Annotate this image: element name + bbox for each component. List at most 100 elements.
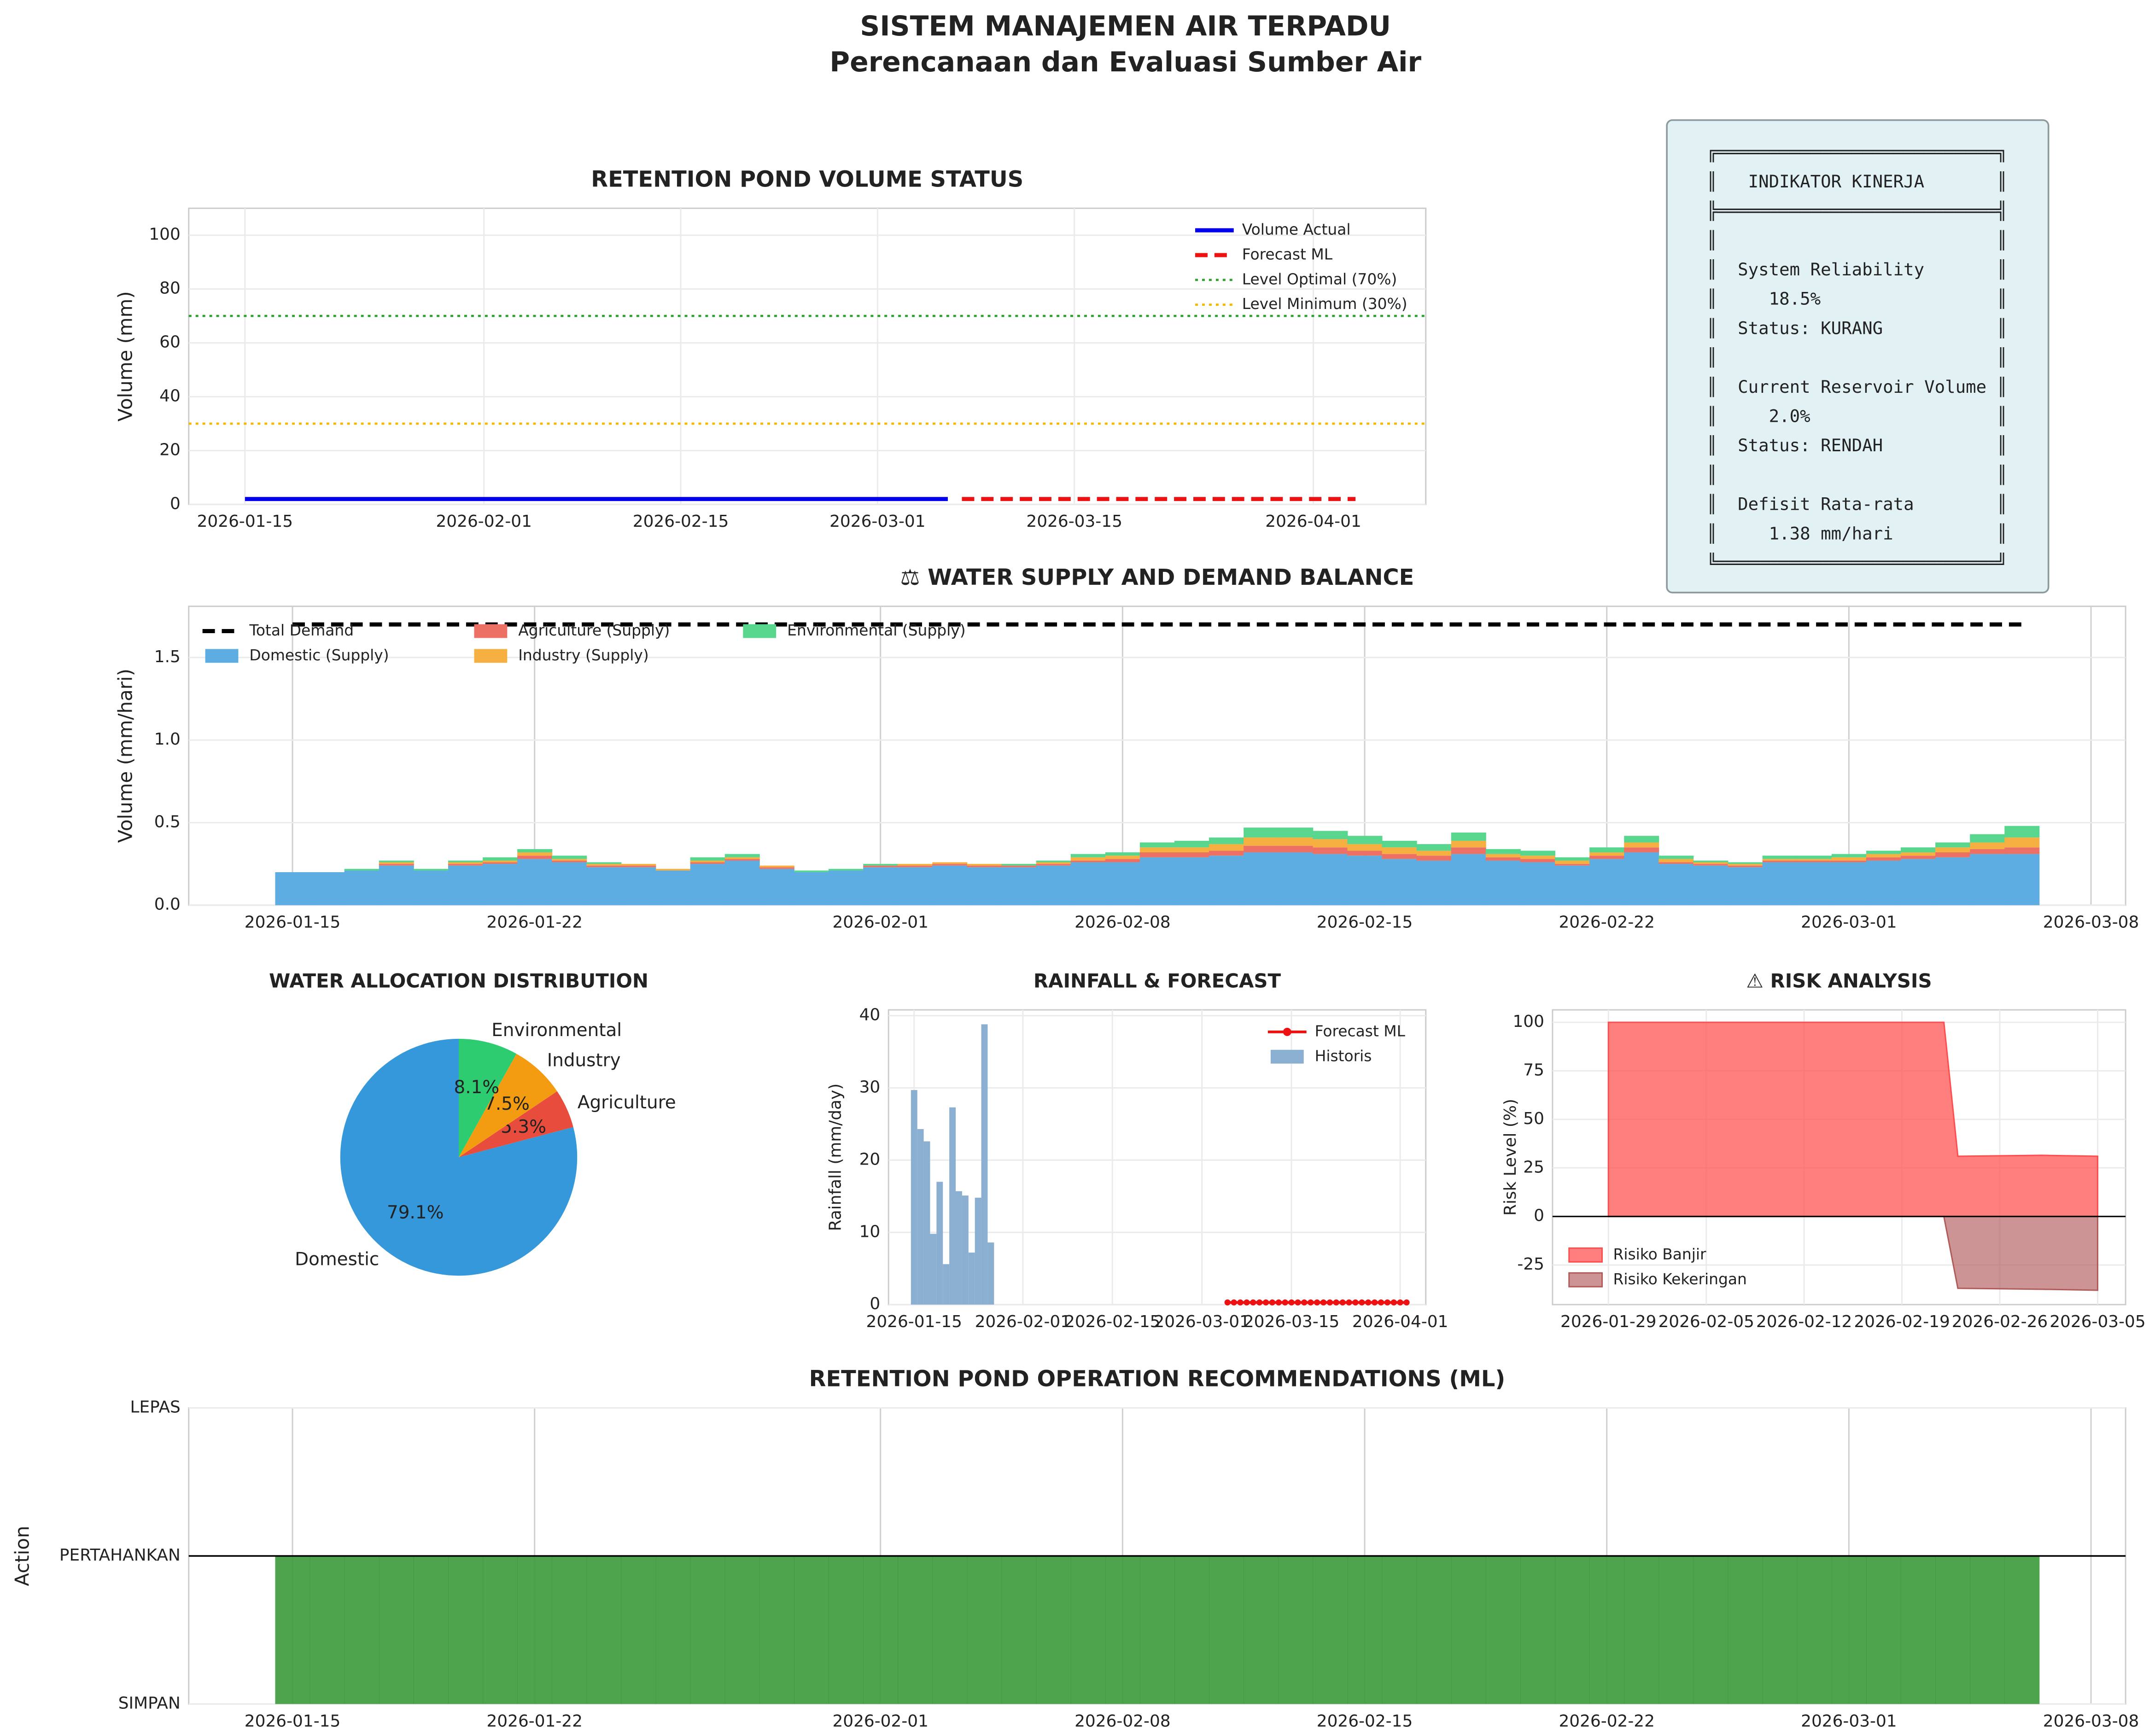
action-bar xyxy=(586,1556,622,1704)
y-axis-label: Risk Level (%) xyxy=(1501,1099,1520,1216)
bar-segment xyxy=(310,872,345,905)
bar-segment xyxy=(344,870,380,905)
bar-segment xyxy=(794,872,829,905)
bar-segment xyxy=(1485,849,1521,854)
bar-segment xyxy=(1520,862,1555,905)
x-tick-label: 2026-01-15 xyxy=(245,913,341,932)
bar-segment xyxy=(1624,852,1659,905)
forecast-point xyxy=(1269,1299,1276,1306)
x-tick-label: 2026-01-15 xyxy=(245,1712,341,1730)
action-bar xyxy=(759,1556,794,1704)
chart-title: ⚖ WATER SUPPLY AND DEMAND BALANCE xyxy=(900,565,1414,590)
bar xyxy=(917,1129,924,1305)
y-tick-label: 80 xyxy=(159,279,181,298)
x-tick-label: 2026-02-01 xyxy=(975,1312,1071,1331)
legend-marker xyxy=(1283,1027,1291,1036)
bar xyxy=(968,1252,975,1305)
action-bar xyxy=(1693,1556,1729,1704)
x-tick-label: 2026-02-08 xyxy=(1074,1712,1171,1730)
y-tick-label: 50 xyxy=(1523,1109,1544,1128)
bar-segment xyxy=(1693,865,1729,905)
bar-segment xyxy=(1866,851,1901,854)
bar-segment xyxy=(655,870,691,905)
x-tick-label: 2026-02-15 xyxy=(1317,1712,1413,1730)
x-tick-label: 2026-01-22 xyxy=(486,1712,583,1730)
bar-segment xyxy=(690,864,725,905)
bar-segment xyxy=(1901,852,1936,856)
bar-segment xyxy=(552,859,587,861)
forecast-point xyxy=(1244,1299,1250,1306)
action-bar xyxy=(448,1556,483,1704)
bar xyxy=(975,1197,981,1305)
action-bar xyxy=(794,1556,829,1704)
kpi-panel: ╔═══════════════════════════╗ ║ INDIKATOR… xyxy=(1707,142,2008,573)
bar-segment xyxy=(1658,862,1694,864)
bar-segment xyxy=(794,870,829,873)
x-tick-label: 2026-01-29 xyxy=(1560,1312,1657,1331)
bar xyxy=(943,1264,950,1305)
action-bar xyxy=(552,1556,587,1704)
forecast-point xyxy=(1224,1299,1231,1306)
bar-segment xyxy=(1451,847,1486,854)
slice-label: Domestic xyxy=(295,1249,379,1270)
x-tick-label: 2026-02-22 xyxy=(1559,913,1654,932)
x-tick-label: 2026-01-22 xyxy=(486,913,583,932)
legend-label: Total Demand xyxy=(249,621,354,639)
action-bar xyxy=(1831,1556,1867,1704)
bar xyxy=(923,1141,930,1305)
bar-segment xyxy=(1382,847,1417,854)
x-tick-label: 2026-02-19 xyxy=(1854,1312,1950,1331)
bar-segment xyxy=(1866,857,1901,861)
bar-segment xyxy=(1589,847,1625,853)
bar-segment xyxy=(1416,860,1452,905)
y-tick-label: 60 xyxy=(159,333,181,352)
bar-segment xyxy=(448,862,483,864)
bar-segment xyxy=(967,865,1002,868)
bar-segment xyxy=(1139,857,1175,905)
slice-value: 8.1% xyxy=(454,1077,499,1098)
bar xyxy=(936,1182,943,1305)
action-bar xyxy=(1209,1556,1244,1704)
bar-segment xyxy=(517,849,553,853)
kpi-line: ║ 18.5% ║ xyxy=(1707,288,2008,309)
kpi-line: ║ Current Reservoir Volume ║ xyxy=(1707,376,2008,397)
bar-segment xyxy=(690,857,725,861)
bar-segment xyxy=(2004,837,2040,848)
bar-segment xyxy=(483,857,518,861)
bar-segment xyxy=(1209,856,1244,905)
forecast-point xyxy=(1295,1299,1301,1306)
bar-segment xyxy=(275,872,310,905)
bar-segment xyxy=(898,867,933,905)
bar-segment xyxy=(1797,856,1832,859)
kpi-line: ║ Status: KURANG ║ xyxy=(1707,317,2008,338)
legend-label: Risiko Banjir xyxy=(1613,1245,1706,1263)
action-bar xyxy=(1901,1556,1936,1704)
bar-segment xyxy=(1831,862,1867,905)
y-axis-label: Volume (mm) xyxy=(114,291,137,421)
legend-swatch xyxy=(1568,1272,1603,1287)
bar-segment xyxy=(1589,852,1625,856)
bar-segment xyxy=(1105,856,1140,859)
bar-segment xyxy=(1313,847,1348,854)
bar-segment xyxy=(379,860,414,862)
kpi-line: ║ Defisit Rata-rata ║ xyxy=(1707,494,2008,515)
bar-segment xyxy=(1174,852,1210,857)
bar-segment xyxy=(1244,845,1279,853)
legend-label: Historis xyxy=(1315,1047,1372,1065)
bar-segment xyxy=(1728,864,1763,866)
bar-segment xyxy=(724,859,760,861)
action-bar xyxy=(1589,1556,1625,1704)
bar-segment xyxy=(1658,859,1694,862)
bar-segment xyxy=(586,862,622,864)
bar-segment xyxy=(448,860,483,862)
slice-value: 79.1% xyxy=(387,1202,444,1223)
bar-segment xyxy=(1520,859,1555,862)
bar-segment xyxy=(1244,827,1279,838)
bar-segment xyxy=(1485,857,1521,861)
forecast-point xyxy=(1237,1299,1244,1306)
action-bar xyxy=(1935,1556,1971,1704)
x-tick-label: 2026-03-01 xyxy=(1801,913,1897,932)
bar-segment xyxy=(863,864,899,866)
action-bar xyxy=(1555,1556,1590,1704)
bar-segment xyxy=(1831,854,1867,857)
